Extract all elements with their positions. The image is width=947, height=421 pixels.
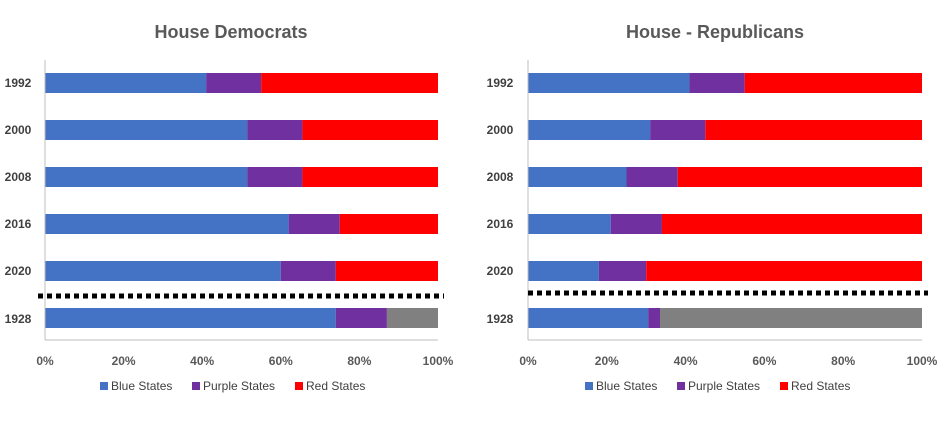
legend-swatch-purple — [192, 382, 200, 390]
x-tick-labels: 0% 20% 40% 60% 80% 100% — [36, 354, 453, 368]
legend-swatch-blue — [585, 382, 593, 390]
category-label: 2008 — [5, 170, 32, 184]
x-tick-label: 40% — [190, 354, 214, 368]
bar-segment-purple-states-1928 — [335, 308, 387, 328]
bar-segment-blue-states-2016 — [528, 214, 611, 234]
bar-segment-purple-states-2008 — [247, 167, 303, 187]
category-label: 1928 — [487, 312, 514, 326]
category-label: 1992 — [5, 76, 32, 90]
legend-label: Blue States — [111, 379, 172, 393]
legend-label: Red States — [791, 379, 850, 393]
x-tick-label: 100% — [423, 354, 454, 368]
bar-segment-red-states-2008 — [302, 167, 439, 187]
bar-segment-purple-states-1992 — [689, 73, 745, 93]
bar-segment-blue-states-2020 — [45, 261, 281, 281]
bar-segment-purple-states-2020 — [280, 261, 336, 281]
x-tick-label: 0% — [36, 354, 54, 368]
bar-segment-red-states-1992 — [744, 73, 922, 93]
category-label: 2020 — [487, 264, 514, 278]
bar-segment-blue-states-2020 — [528, 261, 599, 281]
x-tick-label: 80% — [831, 354, 855, 368]
bar-segment-red-states-2016 — [661, 214, 922, 234]
chart-panel-house-republicans: House - Republicans 1992 2000 2008 2016 … — [487, 22, 938, 393]
bar-segment-blue-states-1992 — [45, 73, 207, 93]
legend: Blue States Purple States Red States — [585, 379, 850, 393]
category-label: 1928 — [5, 312, 32, 326]
bar-segment-purple-states-2000 — [650, 120, 706, 140]
bar-segment-purple-states-1928 — [648, 308, 660, 328]
category-label: 2008 — [487, 170, 514, 184]
legend-label: Blue States — [596, 379, 657, 393]
legend-label: Purple States — [203, 379, 275, 393]
bar-segment-red-states-2020 — [646, 261, 922, 281]
bar-segment-other-1928 — [386, 308, 438, 328]
category-labels: 1992 2000 2008 2016 2020 1928 — [487, 76, 514, 326]
category-label: 2000 — [5, 123, 32, 137]
legend-swatch-red — [295, 382, 303, 390]
bar-segment-blue-states-2008 — [528, 167, 627, 187]
chart-title: House - Republicans — [626, 22, 804, 42]
bar-segment-purple-states-2016 — [610, 214, 662, 234]
bar-segment-red-states-2000 — [705, 120, 922, 140]
x-tick-label: 60% — [269, 354, 293, 368]
category-label: 2016 — [487, 217, 514, 231]
bar-segment-red-states-2016 — [339, 214, 438, 234]
chart-panel-house-democrats: House Democrats 1992 2000 2008 2016 2020… — [5, 22, 454, 393]
category-labels: 1992 2000 2008 2016 2020 1928 — [5, 76, 32, 326]
bar-segment-blue-states-2008 — [45, 167, 248, 187]
x-tick-label: 100% — [907, 354, 938, 368]
legend: Blue States Purple States Red States — [100, 379, 365, 393]
chart-title: House Democrats — [154, 22, 307, 42]
x-tick-labels: 0% 20% 40% 60% 80% 100% — [519, 354, 937, 368]
category-label: 2016 — [5, 217, 32, 231]
bar-segment-other-1928 — [659, 308, 922, 328]
bar-segment-purple-states-2016 — [288, 214, 340, 234]
x-tick-label: 20% — [112, 354, 136, 368]
bar-segment-red-states-2008 — [677, 167, 922, 187]
legend-swatch-blue — [100, 382, 108, 390]
category-label: 1992 — [487, 76, 514, 90]
bar-segment-blue-states-2000 — [45, 120, 248, 140]
category-label: 2020 — [5, 264, 32, 278]
x-tick-label: 80% — [347, 354, 371, 368]
category-label: 2000 — [487, 123, 514, 137]
bar-group — [45, 73, 439, 328]
bar-segment-purple-states-2000 — [247, 120, 303, 140]
bar-segment-red-states-2000 — [302, 120, 439, 140]
legend-swatch-purple — [677, 382, 685, 390]
x-tick-label: 60% — [752, 354, 776, 368]
x-tick-label: 40% — [674, 354, 698, 368]
bar-segment-blue-states-1992 — [528, 73, 690, 93]
bar-segment-purple-states-2008 — [626, 167, 678, 187]
bar-segment-blue-states-2016 — [45, 214, 289, 234]
bar-segment-red-states-2020 — [335, 261, 438, 281]
bar-segment-blue-states-1928 — [528, 308, 649, 328]
bar-segment-blue-states-2000 — [528, 120, 651, 140]
bar-segment-purple-states-2020 — [598, 261, 647, 281]
x-tick-label: 0% — [519, 354, 537, 368]
legend-swatch-red — [780, 382, 788, 390]
bar-group — [528, 73, 922, 328]
bar-segment-blue-states-1928 — [45, 308, 336, 328]
legend-label: Purple States — [688, 379, 760, 393]
bar-segment-red-states-1992 — [261, 73, 438, 93]
legend-label: Red States — [306, 379, 365, 393]
x-tick-label: 20% — [595, 354, 619, 368]
bar-segment-purple-states-1992 — [206, 73, 262, 93]
